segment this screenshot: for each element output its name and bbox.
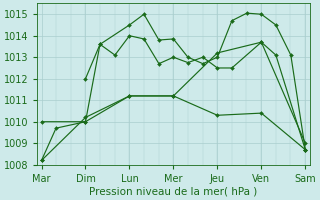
X-axis label: Pression niveau de la mer( hPa ): Pression niveau de la mer( hPa ) xyxy=(89,187,258,197)
